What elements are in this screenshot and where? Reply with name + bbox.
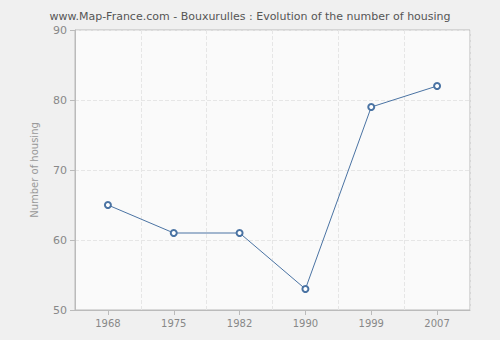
svg-text:1999: 1999 — [359, 318, 384, 329]
svg-text:www.Map-France.com - Bouxurull: www.Map-France.com - Bouxurulles : Evolu… — [49, 10, 450, 23]
svg-text:80: 80 — [53, 94, 67, 107]
svg-text:70: 70 — [53, 164, 67, 177]
svg-text:1990: 1990 — [293, 318, 318, 329]
svg-text:1982: 1982 — [227, 318, 252, 329]
svg-text:1975: 1975 — [161, 318, 186, 329]
svg-text:Number of housing: Number of housing — [29, 122, 40, 218]
svg-text:2007: 2007 — [424, 318, 449, 329]
svg-text:90: 90 — [53, 24, 67, 37]
svg-text:60: 60 — [53, 234, 67, 247]
svg-text:50: 50 — [53, 304, 67, 317]
svg-text:1968: 1968 — [95, 318, 120, 329]
